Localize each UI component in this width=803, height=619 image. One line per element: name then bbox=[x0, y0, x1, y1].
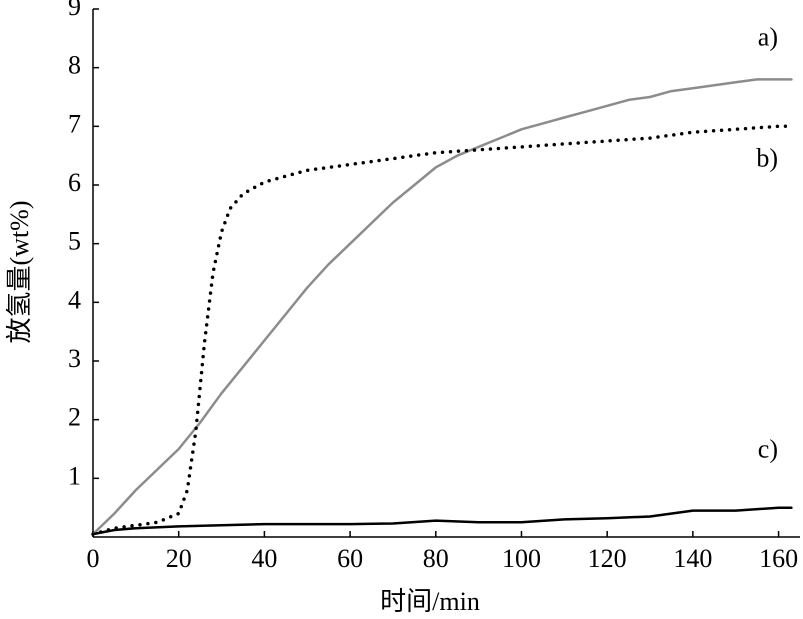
y-tick-label: 7 bbox=[68, 109, 81, 138]
x-tick-label: 160 bbox=[759, 544, 798, 573]
x-tick-label: 60 bbox=[337, 544, 363, 573]
x-tick-label: 20 bbox=[166, 544, 192, 573]
data-line bbox=[91, 78, 793, 536]
y-tick-label: 4 bbox=[68, 285, 81, 314]
x-tick-label: 140 bbox=[673, 544, 712, 573]
x-tick-label: 80 bbox=[423, 544, 449, 573]
x-tick-label: 0 bbox=[87, 544, 100, 573]
y-tick-label: 3 bbox=[68, 344, 81, 373]
x-axis-label: 时间/min bbox=[380, 587, 480, 616]
series-label: b) bbox=[756, 143, 778, 172]
y-tick-label: 5 bbox=[68, 227, 81, 256]
y-tick-label: 6 bbox=[68, 168, 81, 197]
y-tick-label: 2 bbox=[68, 403, 81, 432]
x-tick-label: 40 bbox=[251, 544, 277, 573]
series-label: c) bbox=[758, 435, 778, 464]
x-tick-label: 100 bbox=[502, 544, 541, 573]
data-line bbox=[91, 506, 793, 536]
data-line bbox=[91, 124, 794, 536]
x-tick-label: 120 bbox=[588, 544, 627, 573]
y-axis-label: 放氢量(wt%) bbox=[5, 201, 34, 344]
y-tick-label: 9 bbox=[68, 0, 81, 21]
y-tick-label: 8 bbox=[68, 51, 81, 80]
series-label: a) bbox=[758, 22, 778, 51]
y-tick-label: 1 bbox=[68, 461, 81, 490]
